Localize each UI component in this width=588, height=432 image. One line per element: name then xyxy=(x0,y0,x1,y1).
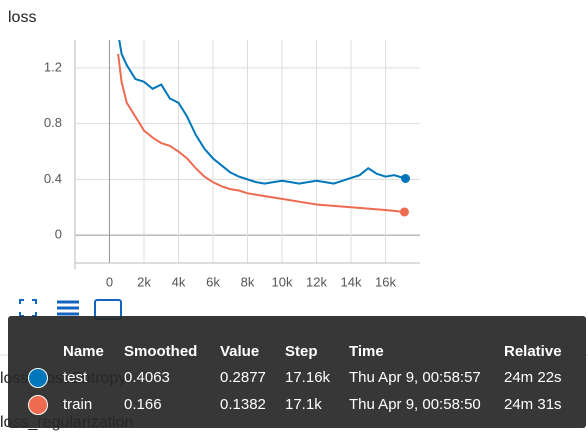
tooltip-cell: 0.2877 xyxy=(220,369,266,386)
series-swatch xyxy=(28,395,48,415)
tooltip-cell: 0.166 xyxy=(124,396,162,413)
x-tick-label: 8k xyxy=(241,274,255,289)
y-tick-label: 0.8 xyxy=(44,115,62,130)
x-tick-label: 14k xyxy=(341,274,362,289)
x-tick-label: 12k xyxy=(306,274,327,289)
end-point xyxy=(399,207,409,217)
x-tick-label: 6k xyxy=(206,274,220,289)
y-tick-label: 0 xyxy=(55,227,62,242)
tooltip-header: Smoothed xyxy=(124,343,198,360)
y-tick-label: 0.4 xyxy=(44,171,62,186)
tooltip: Name Smoothed Value Step Time Relative test 0.4… xyxy=(8,316,586,428)
series-swatch xyxy=(28,368,48,388)
x-tick-label: 10k xyxy=(272,274,293,289)
fullscreen-icon[interactable] xyxy=(19,299,37,317)
series-line xyxy=(117,53,405,213)
tooltip-header: Value xyxy=(220,343,260,360)
series-line xyxy=(118,40,406,185)
tooltip-cell: 24m 22s xyxy=(504,369,562,386)
tooltip-cell: test xyxy=(63,369,88,386)
x-tick-label: 0 xyxy=(106,274,113,289)
chart-title: loss xyxy=(8,9,36,26)
tooltip-cell: 17.1k xyxy=(285,396,322,413)
tooltip-header: Relative xyxy=(504,343,562,360)
tooltip-cell: Thu Apr 9, 00:58:57 xyxy=(349,369,481,386)
tooltip-cell: train xyxy=(63,396,93,413)
x-tick-label: 16k xyxy=(375,274,396,289)
y-tick-label: 1.2 xyxy=(44,59,62,74)
series-group xyxy=(117,40,406,213)
toolbar[interactable] xyxy=(19,299,122,320)
tooltip-cell: 24m 31s xyxy=(504,396,562,413)
tooltip-cell: 0.1382 xyxy=(220,396,266,413)
x-tick-label: 2k xyxy=(137,274,151,289)
tooltip-header: Name xyxy=(63,343,104,360)
list-icon[interactable] xyxy=(57,300,79,316)
tooltip-cell: Thu Apr 9, 00:58:50 xyxy=(349,396,481,413)
tooltip-header: Step xyxy=(285,343,318,360)
tooltip-header: Time xyxy=(349,343,384,360)
x-tick-label: 4k xyxy=(172,274,186,289)
tooltip-cell: 0.4063 xyxy=(124,369,170,386)
end-point xyxy=(401,173,411,183)
tooltip-cell: 17.16k xyxy=(285,369,331,386)
